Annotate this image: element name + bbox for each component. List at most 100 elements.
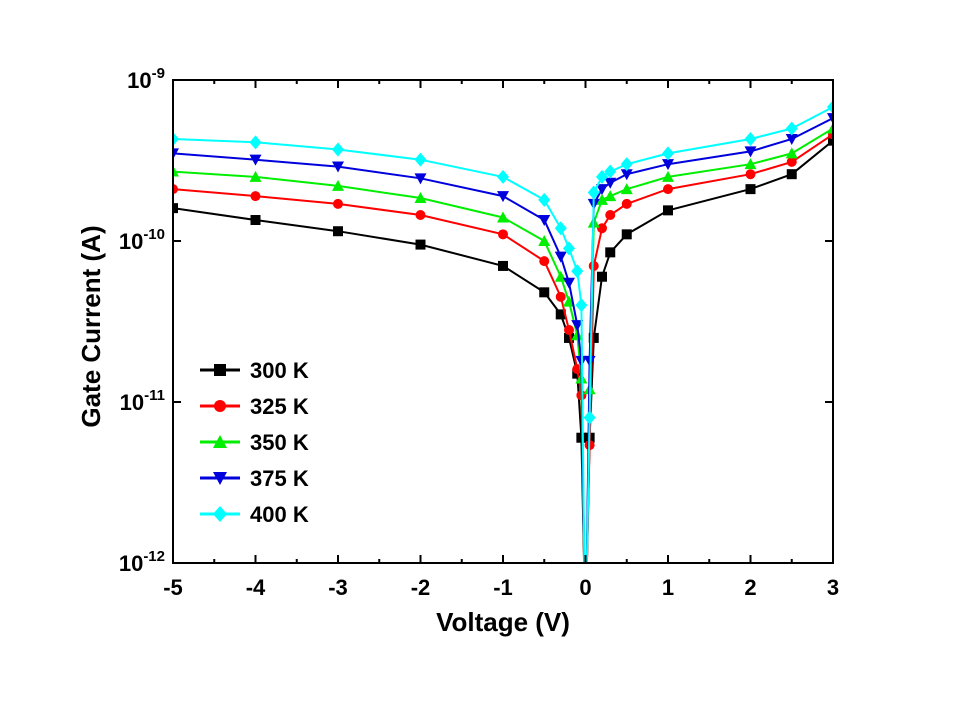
data-point xyxy=(785,134,798,146)
x-tick-label: -3 xyxy=(328,575,348,600)
data-point xyxy=(563,277,575,289)
data-point xyxy=(173,132,179,147)
legend-label: 400 K xyxy=(250,502,309,527)
legend-marker xyxy=(213,435,227,448)
data-point xyxy=(596,184,608,196)
data-point xyxy=(828,135,833,146)
y-tick-label: 10-12 xyxy=(119,548,165,576)
data-point xyxy=(663,205,673,216)
data-point xyxy=(587,185,600,200)
data-point xyxy=(662,146,674,161)
data-point xyxy=(745,184,756,195)
data-point xyxy=(597,271,607,282)
x-tick-label: -1 xyxy=(493,575,513,600)
data-point xyxy=(575,298,588,313)
data-point xyxy=(662,159,674,171)
data-point xyxy=(663,184,673,195)
y-tick-label: 10-10 xyxy=(119,226,165,254)
ticks-layer: -5 -4 -3 -2 -1 0 1 2 3 10-12 10-11 10-10 10-9 xyxy=(119,65,839,600)
x-tick-label: 1 xyxy=(662,575,674,600)
x-axis-title: Voltage (V) xyxy=(436,607,570,637)
legend-item: 300 K xyxy=(200,358,309,383)
data-point xyxy=(620,183,633,195)
data-point xyxy=(250,191,261,202)
data-point xyxy=(596,169,608,184)
data-point xyxy=(571,320,584,332)
x-tick-label: -5 xyxy=(163,575,183,600)
data-point xyxy=(173,148,179,160)
data-point xyxy=(554,221,567,236)
data-point xyxy=(415,239,426,250)
data-point xyxy=(744,146,757,158)
legend-marker xyxy=(214,400,226,412)
data-point xyxy=(785,147,798,159)
data-point xyxy=(333,198,343,209)
data-point xyxy=(604,177,617,189)
data-point xyxy=(583,410,596,425)
data-point xyxy=(332,161,344,173)
data-point xyxy=(249,154,262,166)
series-line-positive xyxy=(585,117,833,563)
legend-item: 325 K xyxy=(200,394,309,419)
data-point xyxy=(555,291,566,302)
data-point xyxy=(538,235,551,246)
data-point xyxy=(250,215,261,226)
data-point xyxy=(563,241,575,256)
data-point xyxy=(414,152,427,167)
data-point xyxy=(173,165,179,177)
data-point xyxy=(538,192,551,207)
data-point xyxy=(604,164,617,179)
data-point xyxy=(173,184,178,195)
series-line-positive xyxy=(585,127,833,563)
series-400-k xyxy=(173,99,833,563)
data-point xyxy=(827,99,833,114)
legend-item: 375 K xyxy=(200,466,309,491)
series-325-k xyxy=(173,129,833,563)
data-point xyxy=(786,169,797,180)
series-line-negative xyxy=(173,207,586,563)
legend-label: 375 K xyxy=(250,466,309,491)
x-tick-label: 0 xyxy=(579,575,591,600)
data-point xyxy=(538,215,551,227)
data-point xyxy=(497,211,509,223)
data-point xyxy=(620,169,633,181)
data-point xyxy=(571,264,584,279)
data-point xyxy=(173,203,178,214)
legend-marker xyxy=(213,506,227,522)
y-tick-label: 10-9 xyxy=(127,65,165,93)
legend-label: 300 K xyxy=(250,358,309,383)
data-point xyxy=(554,251,567,263)
data-point xyxy=(597,223,607,234)
data-point xyxy=(605,247,616,258)
data-point xyxy=(498,260,508,271)
data-point xyxy=(827,113,833,125)
data-point xyxy=(662,170,674,182)
data-point xyxy=(596,193,608,205)
data-point xyxy=(564,325,574,336)
legend-marker xyxy=(214,364,226,376)
data-point xyxy=(620,157,633,172)
legend-marker xyxy=(213,472,227,485)
data-point xyxy=(605,210,616,221)
data-point xyxy=(333,226,343,237)
x-tick-label: 2 xyxy=(744,575,756,600)
data-point xyxy=(744,158,757,170)
x-tick-label: 3 xyxy=(827,575,839,600)
legend-item: 350 K xyxy=(200,430,309,455)
data-point xyxy=(588,332,599,343)
data-point xyxy=(744,132,757,147)
legend-label: 350 K xyxy=(250,430,309,455)
data-point xyxy=(604,190,617,202)
y-axis-title: Gate Current (A) xyxy=(76,225,106,427)
legend-item: 400 K xyxy=(200,502,309,527)
data-point xyxy=(564,332,574,343)
data-point xyxy=(414,191,427,203)
legend: 300 K 325 K 350 K 375 K 400 K xyxy=(200,358,309,527)
data-point xyxy=(498,229,508,240)
data-point xyxy=(497,191,509,203)
data-point xyxy=(414,173,427,185)
data-point xyxy=(621,198,632,209)
series-line-positive xyxy=(585,106,833,563)
data-point xyxy=(785,121,798,136)
